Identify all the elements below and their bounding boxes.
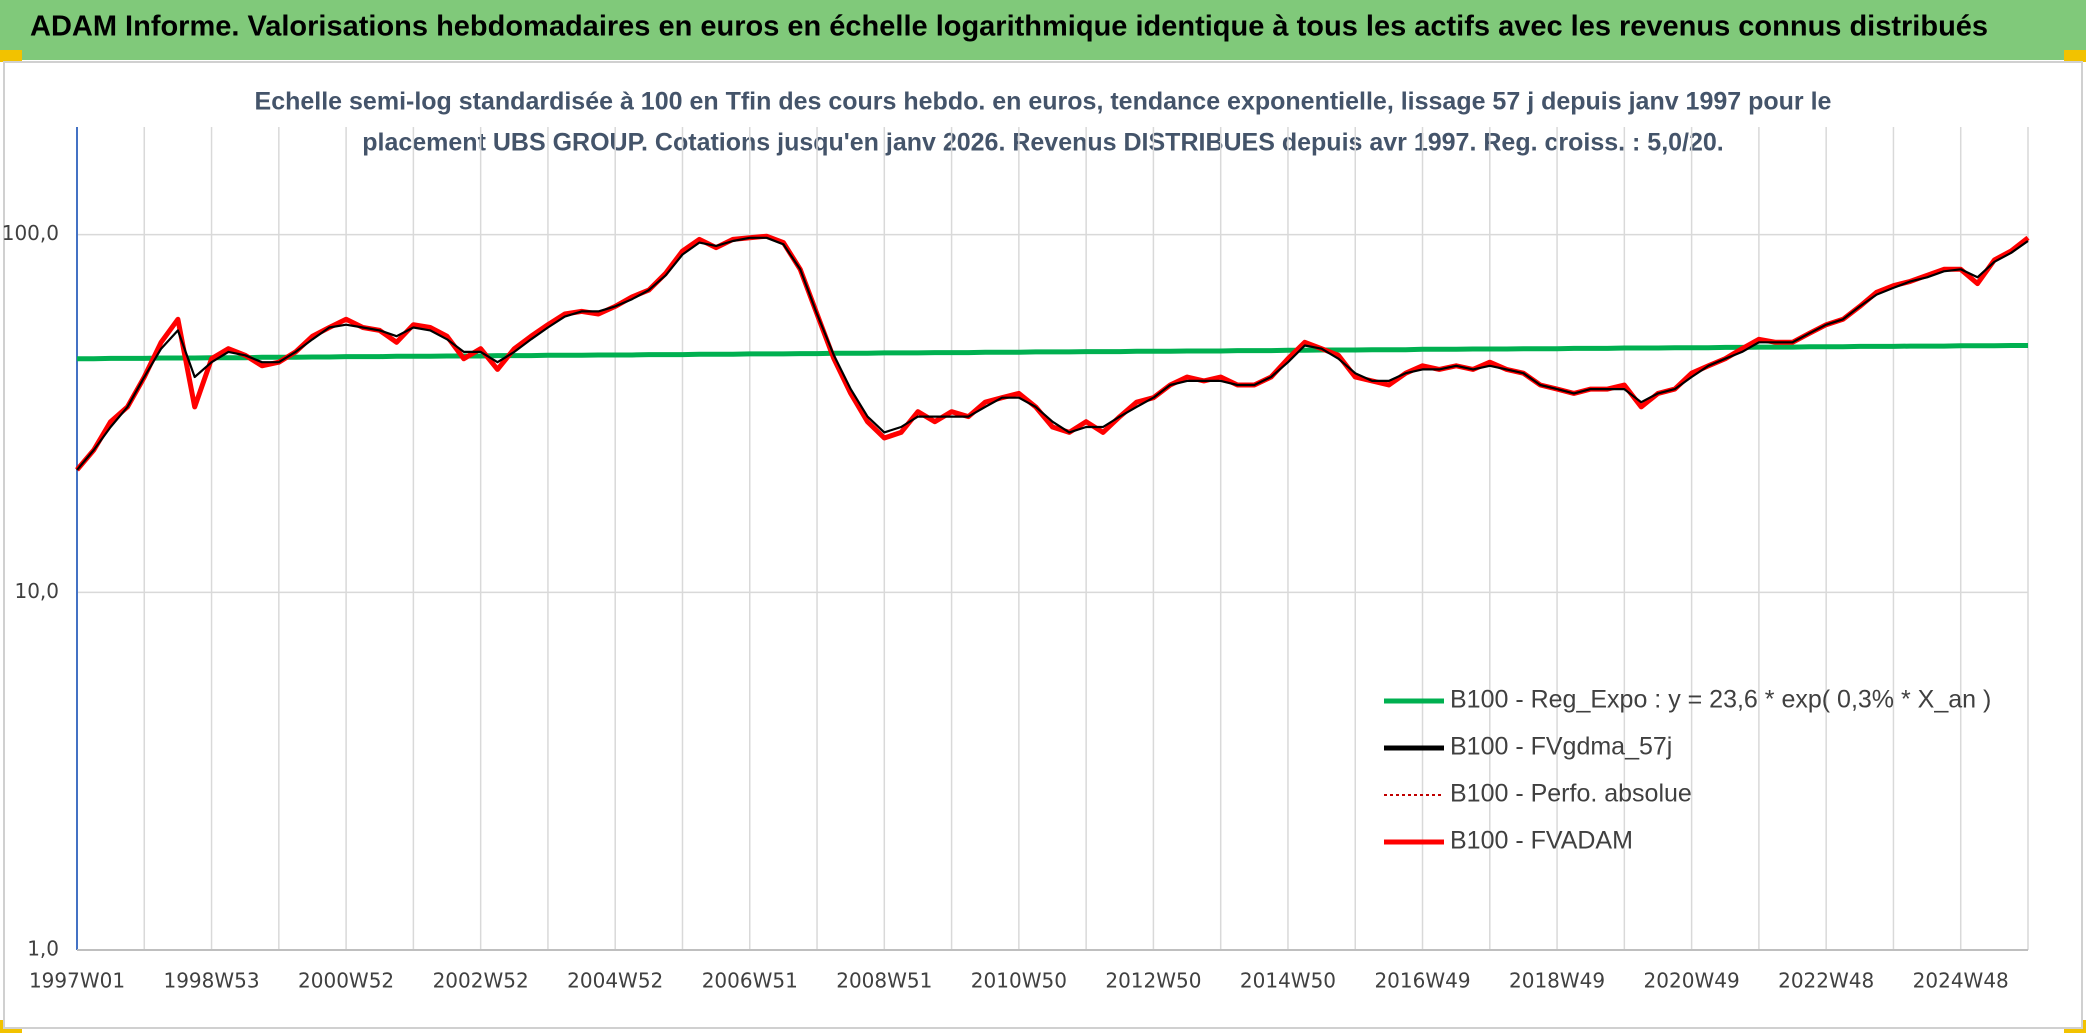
- x-tick-label: 2004W52: [567, 969, 663, 993]
- chart-frame: [3, 61, 2083, 1029]
- corner: [0, 50, 22, 62]
- y-tick-label: 100,0: [2, 221, 59, 245]
- page-title: ADAM Informe. Valorisations hebdomadaire…: [30, 11, 1988, 43]
- x-tick-label: 2022W48: [1778, 969, 1874, 993]
- y-tick-label: 1,0: [27, 937, 59, 961]
- legend-label: B100 - Perfo. absolue: [1450, 780, 1692, 808]
- chart-title: placement UBS GROUP. Cotations jusqu'en …: [362, 129, 1724, 157]
- x-tick-label: 2020W49: [1644, 969, 1740, 993]
- series-line: [76, 236, 2029, 471]
- x-tick-label: 2018W49: [1509, 969, 1605, 993]
- y-tick-label: 10,0: [14, 579, 59, 603]
- x-tick-label: 2002W52: [433, 969, 529, 993]
- x-tick-label: 2024W48: [1913, 969, 2009, 993]
- x-tick-label: 2016W49: [1374, 969, 1470, 993]
- corner: [2064, 50, 2086, 62]
- legend-label: B100 - FVgdma_57j: [1450, 733, 1672, 761]
- x-tick-label: 2000W52: [298, 969, 394, 993]
- x-tick-label: 1998W53: [163, 969, 259, 993]
- x-tick-label: 2008W51: [836, 969, 932, 993]
- legend-label: B100 - Reg_Expo : y = 23,6 * exp( 0,3% *…: [1450, 686, 1991, 714]
- x-tick-label: 2010W50: [971, 969, 1067, 993]
- x-tick-label: 2006W51: [702, 969, 798, 993]
- x-tick-label: 2014W50: [1240, 969, 1336, 993]
- x-tick-label: 1997W01: [29, 969, 125, 993]
- chart-title: Echelle semi-log standardisée à 100 en T…: [255, 88, 1832, 116]
- x-tick-label: 2012W50: [1105, 969, 1201, 993]
- legend-label: B100 - FVADAM: [1450, 827, 1633, 855]
- series-line: [77, 343, 2028, 362]
- header-band: [0, 0, 2086, 60]
